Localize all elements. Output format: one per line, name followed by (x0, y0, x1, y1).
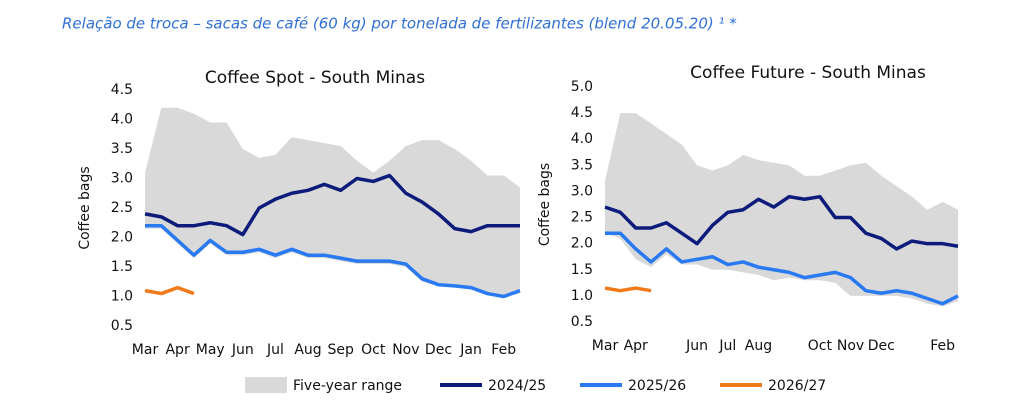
y-tick-label: 5.0 (571, 79, 593, 95)
y-tick-label: 3.5 (111, 141, 133, 157)
x-tick-label: Jun (231, 342, 254, 358)
legend-label: Five-year range (293, 378, 402, 394)
range-area (145, 107, 520, 298)
x-tick-label: Jun (685, 338, 708, 354)
y-tick-label: 2.0 (111, 230, 133, 246)
x-tick-label: Nov (837, 338, 864, 354)
legend-label: 2024/25 (488, 378, 546, 394)
y-axis-label: Coffee bags (537, 163, 553, 246)
x-tick-label: Aug (745, 338, 772, 354)
x-tick-label: Jul (266, 342, 284, 358)
x-tick-label: Feb (491, 342, 516, 358)
y-tick-label: 2.0 (571, 236, 593, 252)
chart-title: Coffee Spot - South Minas (205, 68, 425, 88)
y-tick-label: 4.0 (111, 112, 133, 128)
x-tick-label: Dec (425, 342, 452, 358)
x-tick-label: Jul (718, 338, 736, 354)
x-tick-label: Mar (132, 342, 159, 358)
series-line (144, 285, 195, 296)
series-line (604, 194, 959, 251)
y-tick-label: 4.5 (571, 105, 593, 121)
y-axis-label: Coffee bags (77, 166, 93, 249)
y-tick-label: 3.0 (571, 183, 593, 199)
x-tick-label: Aug (294, 342, 321, 358)
legend-label: 2026/27 (768, 378, 826, 394)
y-tick-label: 1.5 (111, 259, 133, 275)
x-tick-label: Dec (868, 338, 895, 354)
x-tick-label: Sep (327, 342, 354, 358)
y-tick-label: 0.5 (571, 314, 593, 330)
x-tick-label: Jan (459, 342, 482, 358)
y-tick-label: 4.0 (571, 131, 593, 147)
y-tick-label: 3.5 (571, 157, 593, 173)
y-tick-label: 4.5 (111, 82, 133, 98)
x-tick-label: May (196, 342, 225, 358)
y-tick-label: 2.5 (111, 200, 133, 216)
series-line (145, 223, 521, 299)
y-tick-label: 1.5 (571, 262, 593, 278)
x-tick-label: Apr (165, 342, 189, 358)
x-tick-label: Nov (392, 342, 419, 358)
y-tick-label: 0.5 (111, 318, 133, 334)
y-tick-label: 2.5 (571, 210, 593, 226)
legend-label: 2025/26 (628, 378, 686, 394)
x-tick-label: Oct (808, 338, 833, 354)
x-tick-label: Apr (624, 338, 648, 354)
chart-title: Coffee Future - South Minas (690, 63, 926, 83)
x-tick-label: Mar (592, 338, 619, 354)
x-tick-label: Oct (361, 342, 386, 358)
series-line (144, 173, 520, 237)
series-line (605, 231, 959, 306)
y-tick-label: 1.0 (111, 289, 133, 305)
legend-swatch (245, 377, 287, 393)
y-tick-label: 3.0 (111, 171, 133, 187)
x-tick-label: Feb (930, 338, 955, 354)
series-line (604, 286, 652, 293)
subtitle: Relação de troca – sacas de café (60 kg)… (62, 15, 737, 33)
y-tick-label: 1.0 (571, 288, 593, 304)
range-area (605, 113, 958, 307)
